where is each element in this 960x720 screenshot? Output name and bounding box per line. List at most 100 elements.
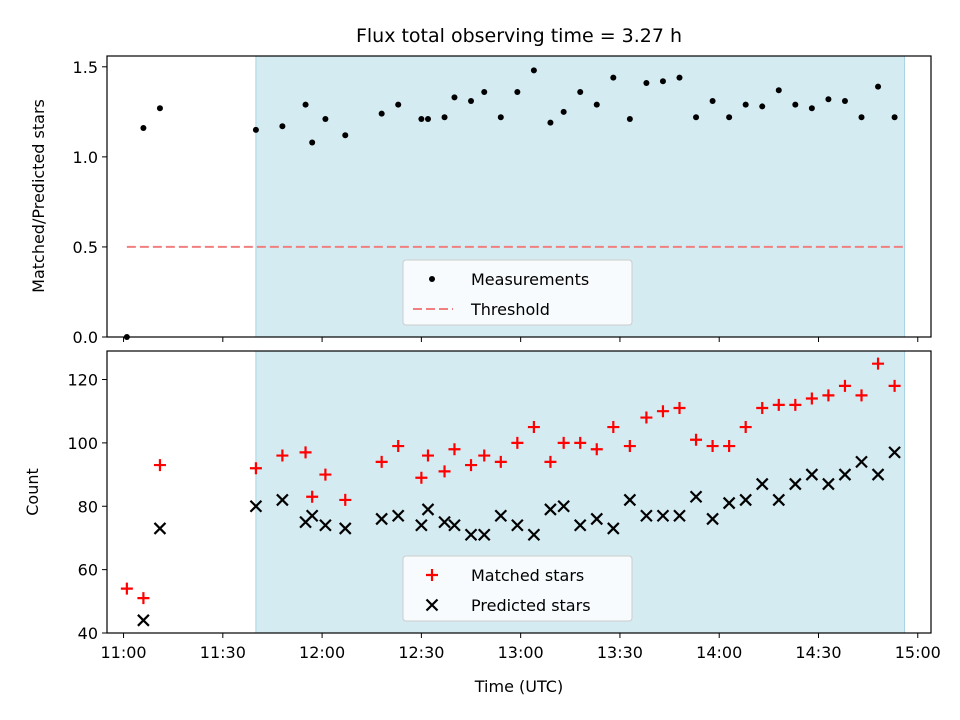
matched-star-point: [838, 379, 851, 392]
matched-star-point: [276, 449, 289, 462]
matched-star-point: [448, 443, 461, 456]
x-tick-label: 12:00: [299, 643, 345, 662]
matched-star-point: [756, 402, 769, 415]
x-tick-label: 11:00: [100, 643, 146, 662]
measurement-point: [395, 101, 402, 108]
matched-star-point: [339, 493, 352, 506]
measurement-point: [693, 114, 700, 121]
predicted-star-point: [789, 477, 802, 491]
matched-star-point: [415, 471, 428, 484]
matched-star-point: [574, 436, 587, 449]
measurement-point: [156, 105, 163, 112]
bottom-panel-counts: 40 60 80 100 120 11:00 11:30 12:00 12:30 13:00 13:…: [23, 350, 941, 696]
predicted-star-point: [689, 490, 703, 504]
matched-star-point: [673, 402, 686, 415]
legend-label: Matched stars: [471, 566, 584, 585]
measurement-point: [676, 74, 683, 81]
matched-star-point: [872, 357, 885, 370]
x-tick-label: 12:30: [398, 643, 444, 662]
legend-box: [402, 259, 633, 326]
predicted-star-point: [805, 468, 819, 481]
predicted-star-point: [755, 477, 769, 491]
y-tick-label: 40: [78, 624, 98, 643]
y-tick-label: 80: [78, 497, 98, 516]
predicted-star-point: [871, 468, 885, 481]
predicted-star-point: [319, 518, 332, 532]
measurement-point: [577, 89, 584, 96]
predicted-star-point: [375, 512, 388, 526]
measurement-point: [424, 116, 431, 123]
matched-star-point: [656, 405, 669, 418]
y-tick-label: 100: [67, 434, 98, 453]
measurement-point: [302, 101, 309, 108]
legend-label: Threshold: [470, 300, 550, 319]
plot-frame: [106, 55, 932, 338]
matched-star-point: [511, 436, 524, 449]
matched-star-point: [590, 443, 603, 456]
measurement-point: [841, 98, 848, 105]
matched-star-point: [494, 455, 507, 468]
measurement-point: [441, 114, 448, 121]
measurement-point: [451, 94, 458, 101]
predicted-star-point: [464, 528, 478, 542]
predicted-star-point: [607, 522, 620, 535]
predicted-star-point: [573, 518, 587, 532]
measurement-point: [659, 78, 666, 85]
measurement-point: [530, 67, 537, 74]
predicted-star-point: [477, 528, 491, 542]
x-tick-label: 14:00: [696, 643, 742, 662]
matched-star-point: [375, 455, 388, 468]
matched-star-point: [544, 455, 557, 468]
y-axis-title: Count: [23, 468, 42, 516]
measurement-point: [322, 116, 329, 123]
measurement-point: [858, 114, 865, 121]
matched-star-point: [607, 421, 620, 434]
predicted-star-point: [722, 496, 736, 510]
measurement-point: [481, 89, 488, 96]
matched-star-point: [640, 411, 653, 424]
measurement-point: [378, 110, 385, 117]
matched-star-point: [527, 421, 540, 434]
legend-predicted-swatch: [425, 598, 439, 612]
predicted-star-point: [391, 509, 405, 523]
legend-label: Measurements: [471, 270, 589, 289]
x-tick-label: 13:30: [597, 643, 643, 662]
matched-star-point: [723, 440, 736, 453]
predicted-star-point: [438, 515, 451, 529]
predicted-star-point: [640, 509, 653, 523]
matched-star-point: [438, 465, 451, 478]
y-tick-label: 1.5: [73, 58, 98, 77]
predicted-star-point: [305, 509, 319, 523]
top-panel-ratio: 0.0 0.5 1.0 1.5 Matched/Predicted stars Measu…: [29, 55, 932, 347]
x-tick-label: 13:00: [498, 643, 544, 662]
matched-star-point: [772, 398, 785, 411]
predicted-star-point: [249, 499, 263, 513]
measurement-point: [418, 116, 425, 123]
matched-star-point: [690, 433, 703, 446]
predicted-star-point: [527, 528, 541, 542]
measurement-point: [514, 89, 521, 96]
matched-star-point: [789, 398, 802, 411]
predicted-star-point: [153, 522, 167, 535]
measurement-point: [560, 108, 567, 115]
measurement-point: [891, 114, 898, 121]
matched-star-point: [805, 392, 818, 405]
predicted-star-point: [137, 614, 150, 627]
predicted-star-point: [544, 503, 557, 516]
legend-label: Predicted stars: [471, 596, 591, 615]
measurement-point: [309, 139, 316, 146]
matched-star-point: [299, 446, 312, 459]
predicted-star-point: [557, 499, 570, 513]
matched-star-point: [623, 440, 636, 453]
x-tick-label: 11:30: [200, 643, 246, 662]
x-axis-title: Time (UTC): [474, 677, 563, 696]
matched-star-point: [421, 449, 434, 462]
y-tick-label: 0.5: [73, 238, 98, 257]
predicted-star-point: [338, 522, 352, 535]
chart-title: Flux total observing time = 3.27 h: [356, 25, 682, 47]
predicted-star-point: [421, 503, 435, 516]
matched-star-point: [739, 421, 752, 434]
x-tick-label: 15:00: [895, 643, 941, 662]
legend-matched-swatch: [426, 569, 438, 581]
